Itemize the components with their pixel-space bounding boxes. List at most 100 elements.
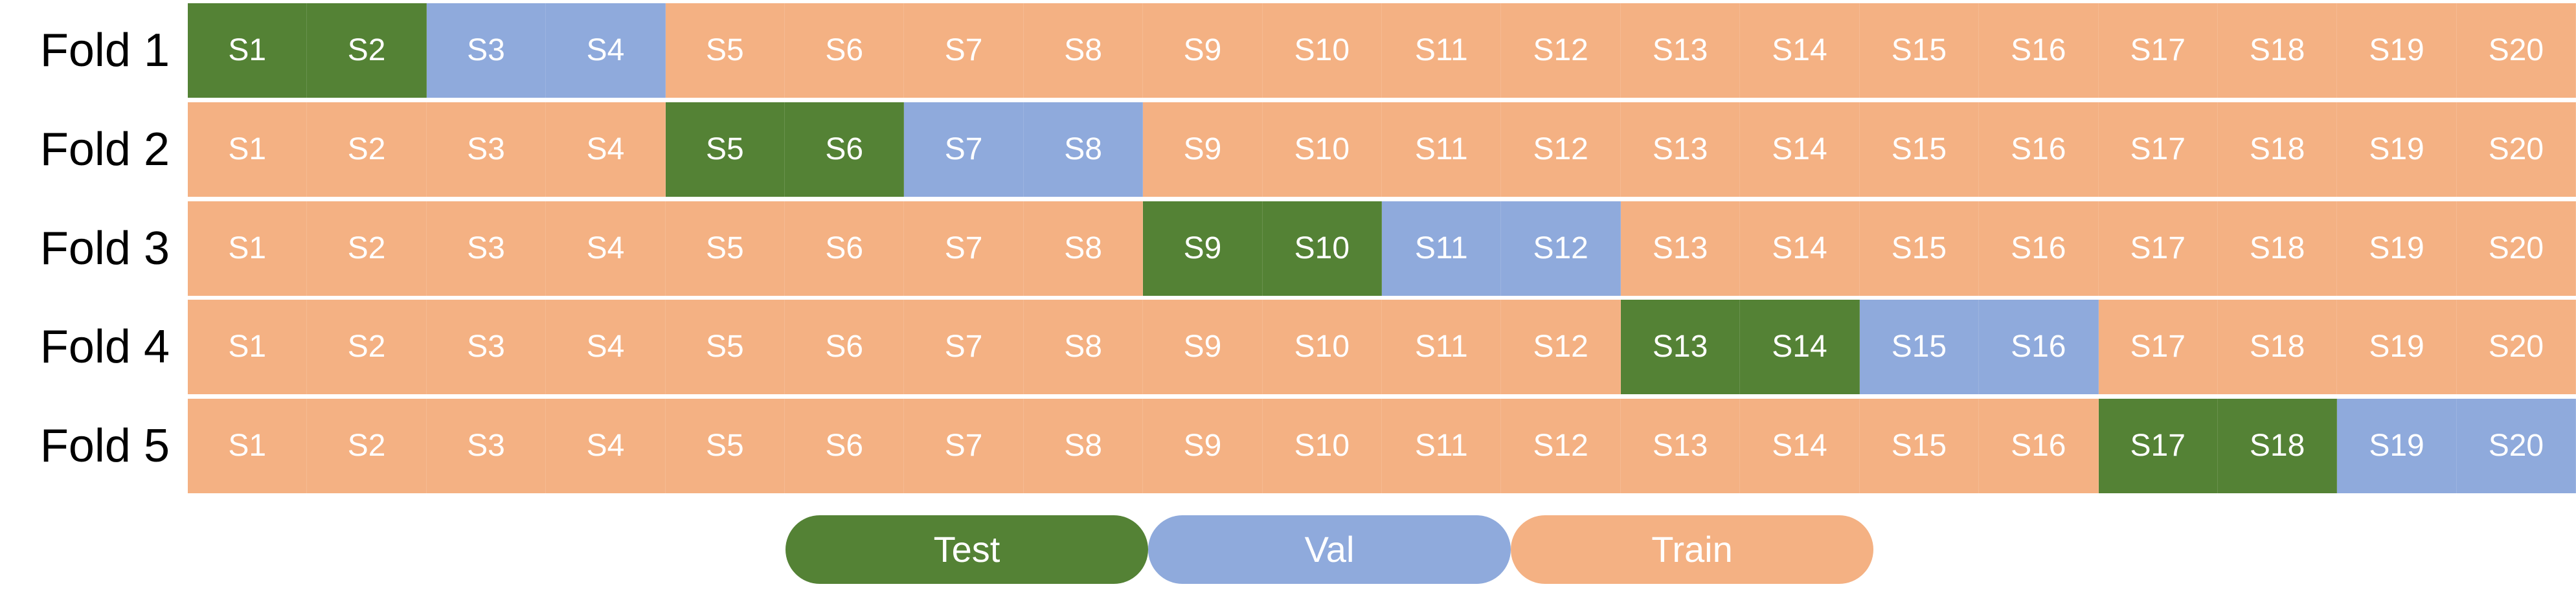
- subject-cell-test: S13: [1620, 300, 1741, 394]
- subject-cell-train: S5: [665, 300, 785, 394]
- subject-cell-train: S9: [1143, 102, 1263, 197]
- subject-cell-test: S6: [785, 102, 905, 197]
- subject-cell-train: S10: [1262, 3, 1383, 98]
- subject-cell-val: S3: [426, 3, 547, 98]
- subject-cell-train: S16: [1979, 3, 2099, 98]
- subject-cell-train: S3: [426, 102, 547, 197]
- subject-cell-train: S15: [1859, 399, 1980, 493]
- subject-cell-train: S20: [2456, 102, 2576, 197]
- subject-cell-train: S3: [426, 300, 547, 394]
- subject-cell-train: S1: [188, 399, 308, 493]
- subject-cell-train: S11: [1382, 399, 1502, 493]
- subject-cell-train: S15: [1859, 102, 1980, 197]
- subject-cell-train: S10: [1262, 399, 1383, 493]
- subject-cell-train: S19: [2337, 3, 2457, 98]
- subject-cell-test: S5: [665, 102, 785, 197]
- subject-cell-train: S5: [665, 399, 785, 493]
- subject-cell-train: S1: [188, 300, 308, 394]
- legend-val: Val: [1148, 515, 1511, 584]
- subject-cell-train: S12: [1501, 3, 1621, 98]
- subject-cell-train: S2: [307, 300, 427, 394]
- subject-cell-train: S7: [904, 3, 1024, 98]
- subject-cell-train: S4: [546, 201, 666, 296]
- subject-cell-train: S18: [2217, 300, 2338, 394]
- subject-cell-val: S4: [546, 3, 666, 98]
- subject-cell-train: S5: [665, 201, 785, 296]
- subject-cell-train: S14: [1740, 201, 1860, 296]
- subject-cell-train: S19: [2337, 300, 2457, 394]
- subject-cell-val: S8: [1023, 102, 1144, 197]
- fold-row: S1 S2 S3 S4 S5 S6 S7 S8 S9 S10 S11 S12 S13 S14 S15 S16 S…: [188, 102, 2576, 197]
- fold-label: Fold 1: [40, 25, 170, 76]
- subject-cell-train: S14: [1740, 399, 1860, 493]
- subject-cell-train: S16: [1979, 399, 2099, 493]
- subject-cell-train: S17: [2098, 3, 2218, 98]
- subject-cell-val: S12: [1501, 201, 1621, 296]
- fold-label: Fold 5: [40, 420, 170, 472]
- subject-cell-train: S2: [307, 201, 427, 296]
- subject-cell-train: S12: [1501, 102, 1621, 197]
- subject-cell-train: S2: [307, 399, 427, 493]
- subject-cell-train: S18: [2217, 3, 2338, 98]
- fold-row: S1 S2 S3 S4 S5 S6 S7 S8 S9 S10 S11 S12 S13 S14 S15 S16 S…: [188, 3, 2576, 98]
- subject-cell-train: S7: [904, 201, 1024, 296]
- subject-cell-train: S4: [546, 102, 666, 197]
- subject-cell-val: S7: [904, 102, 1024, 197]
- subject-cell-train: S13: [1620, 399, 1741, 493]
- subject-cell-val: S19: [2337, 399, 2457, 493]
- subject-cell-train: S13: [1620, 102, 1741, 197]
- subject-cell-train: S14: [1740, 102, 1860, 197]
- legend-train: Train: [1511, 515, 1873, 584]
- subject-cell-train: S16: [1979, 102, 2099, 197]
- subject-cell-train: S12: [1501, 399, 1621, 493]
- subject-cell-train: S11: [1382, 3, 1502, 98]
- subject-cell-train: S6: [785, 201, 905, 296]
- fold-row: S1 S2 S3 S4 S5 S6 S7 S8 S9 S10 S11 S12 S13 S14 S15 S16 S…: [188, 201, 2576, 296]
- fold-row: S1 S2 S3 S4 S5 S6 S7 S8 S9 S10 S11 S12 S13 S14 S15 S16 S…: [188, 300, 2576, 394]
- subject-cell-train: S20: [2456, 201, 2576, 296]
- fold-label: Fold 2: [40, 124, 170, 175]
- subject-cell-train: S10: [1262, 102, 1383, 197]
- fold-label: Fold 4: [40, 321, 170, 373]
- subject-cell-train: S19: [2337, 201, 2457, 296]
- subject-cell-train: S4: [546, 300, 666, 394]
- subject-cell-train: S5: [665, 3, 785, 98]
- fold-label: Fold 3: [40, 223, 170, 274]
- subject-cell-train: S2: [307, 102, 427, 197]
- subject-cell-train: S17: [2098, 300, 2218, 394]
- subject-cell-train: S8: [1023, 399, 1144, 493]
- subject-cell-train: S20: [2456, 300, 2576, 394]
- subject-cell-test: S10: [1262, 201, 1383, 296]
- subject-cell-train: S15: [1859, 201, 1980, 296]
- subject-cell-test: S17: [2098, 399, 2218, 493]
- subject-cell-train: S1: [188, 102, 308, 197]
- subject-cell-train: S3: [426, 201, 547, 296]
- subject-cell-test: S18: [2217, 399, 2338, 493]
- subject-cell-train: S17: [2098, 201, 2218, 296]
- subject-cell-train: S15: [1859, 3, 1980, 98]
- subject-cell-val: S16: [1979, 300, 2099, 394]
- subject-cell-train: S11: [1382, 102, 1502, 197]
- subject-cell-train: S4: [546, 399, 666, 493]
- subject-cell-train: S12: [1501, 300, 1621, 394]
- subject-cell-train: S9: [1143, 300, 1263, 394]
- subject-cell-train: S20: [2456, 3, 2576, 98]
- subject-cell-val: S11: [1382, 201, 1502, 296]
- subject-cell-test: S2: [307, 3, 427, 98]
- subject-cell-train: S14: [1740, 3, 1860, 98]
- subject-cell-train: S7: [904, 399, 1024, 493]
- subject-cell-train: S6: [785, 3, 905, 98]
- subject-cell-train: S7: [904, 300, 1024, 394]
- subject-cell-train: S8: [1023, 201, 1144, 296]
- subject-cell-train: S17: [2098, 102, 2218, 197]
- subject-cell-val: S15: [1859, 300, 1980, 394]
- subject-cell-train: S13: [1620, 201, 1741, 296]
- subject-cell-val: S20: [2456, 399, 2576, 493]
- subject-cell-train: S8: [1023, 300, 1144, 394]
- subject-cell-train: S9: [1143, 3, 1263, 98]
- subject-cell-test: S1: [188, 3, 308, 98]
- fold-row: S1 S2 S3 S4 S5 S6 S7 S8 S9 S10 S11 S12 S13 S14 S15 S16 S…: [188, 399, 2576, 493]
- subject-cell-train: S9: [1143, 399, 1263, 493]
- subject-cell-train: S8: [1023, 3, 1144, 98]
